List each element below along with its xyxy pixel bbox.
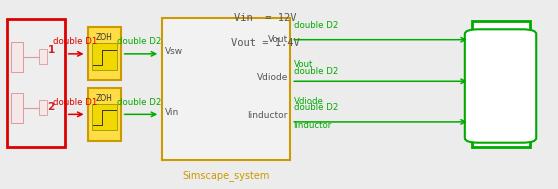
- Text: double D2: double D2: [294, 21, 338, 30]
- Text: Vsw: Vsw: [165, 47, 183, 57]
- FancyBboxPatch shape: [465, 29, 536, 143]
- Text: Vin  = 12V: Vin = 12V: [234, 13, 296, 23]
- Text: Iinductor: Iinductor: [294, 121, 332, 130]
- Text: 1: 1: [47, 45, 55, 55]
- Text: double D2: double D2: [117, 37, 162, 46]
- Text: Vout: Vout: [268, 35, 288, 44]
- Text: Vout: Vout: [294, 60, 313, 69]
- Text: double D1: double D1: [53, 98, 98, 107]
- Bar: [11, 93, 23, 123]
- Bar: [92, 43, 117, 70]
- Text: Vdiode: Vdiode: [294, 97, 324, 106]
- Bar: [472, 21, 530, 147]
- Text: double D1: double D1: [53, 37, 98, 46]
- Text: Vout = 1.4V: Vout = 1.4V: [230, 38, 300, 48]
- Bar: [88, 27, 121, 80]
- Text: double D2: double D2: [294, 103, 338, 112]
- Text: Vin: Vin: [165, 108, 180, 117]
- Bar: [88, 88, 121, 141]
- Text: double D2: double D2: [294, 67, 338, 76]
- Text: 2: 2: [47, 102, 55, 112]
- Text: ZOH: ZOH: [96, 33, 113, 42]
- Bar: [39, 49, 47, 64]
- Bar: [92, 104, 117, 130]
- Text: Simscape_system: Simscape_system: [182, 170, 270, 181]
- Text: Iinductor: Iinductor: [248, 111, 288, 120]
- Text: Vdiode: Vdiode: [257, 73, 288, 82]
- Bar: [7, 19, 65, 147]
- Bar: [11, 42, 23, 72]
- Bar: [162, 18, 290, 160]
- Text: double D2: double D2: [117, 98, 162, 107]
- Bar: [39, 100, 47, 115]
- Text: ZOH: ZOH: [96, 94, 113, 103]
